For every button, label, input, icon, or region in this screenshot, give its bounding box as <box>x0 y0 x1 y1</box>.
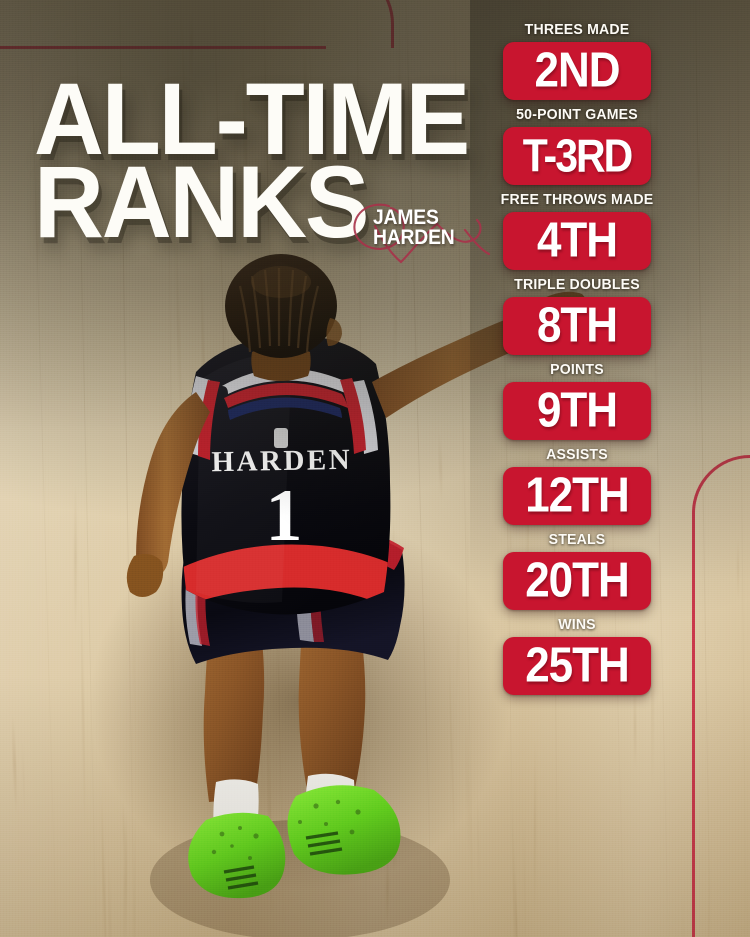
player-name: JAMES HARDEN <box>373 208 455 248</box>
rank-badge: 20TH <box>503 552 651 610</box>
rank-badge: 12TH <box>503 467 651 525</box>
all-time-ranks-graphic: HARDEN 1 <box>0 0 750 937</box>
rank-value: 8TH <box>537 301 617 350</box>
svg-text:1: 1 <box>266 475 303 557</box>
svg-text:HARDEN: HARDEN <box>211 444 352 478</box>
rank-row: THREES MADE 2ND <box>492 22 662 100</box>
rank-label: TRIPLE DOUBLES <box>497 277 657 297</box>
rank-value: T-3RD <box>523 133 631 179</box>
rank-badge: 4TH <box>503 212 651 270</box>
rank-label: THREES MADE <box>497 22 657 42</box>
rank-label: STEALS <box>497 532 657 552</box>
rank-row: STEALS 20TH <box>492 532 662 610</box>
player-signature-block: JAMES HARDEN <box>345 196 495 268</box>
rank-row: POINTS 9TH <box>492 362 662 440</box>
rank-label: POINTS <box>497 362 657 382</box>
rank-value: 20TH <box>525 556 629 605</box>
rank-value: 9TH <box>537 386 617 435</box>
rank-badge: 2ND <box>503 42 651 100</box>
rank-label: FREE THROWS MADE <box>497 192 657 212</box>
rank-label: ASSISTS <box>497 447 657 467</box>
rank-label: 50-POINT GAMES <box>497 107 657 127</box>
rank-row: FREE THROWS MADE 4TH <box>492 192 662 270</box>
rank-value: 2ND <box>534 46 619 95</box>
rank-value: 4TH <box>537 216 617 265</box>
rank-row: TRIPLE DOUBLES 8TH <box>492 277 662 355</box>
rank-badge: 25TH <box>503 637 651 695</box>
rank-badge: T-3RD <box>503 127 651 185</box>
rank-row: ASSISTS 12TH <box>492 447 662 525</box>
player-name-last: HARDEN <box>373 228 455 248</box>
rank-value: 12TH <box>525 471 629 520</box>
rank-badge: 9TH <box>503 382 651 440</box>
rank-badge: 8TH <box>503 297 651 355</box>
all-time-rank-list: THREES MADE 2ND 50-POINT GAMES T-3RD FREE TH… <box>492 22 662 695</box>
rank-row: WINS 25TH <box>492 617 662 695</box>
rank-value: 25TH <box>525 641 629 690</box>
rank-row: 50-POINT GAMES T-3RD <box>492 107 662 185</box>
player-name-first: JAMES <box>373 208 455 228</box>
rank-label: WINS <box>497 617 657 637</box>
